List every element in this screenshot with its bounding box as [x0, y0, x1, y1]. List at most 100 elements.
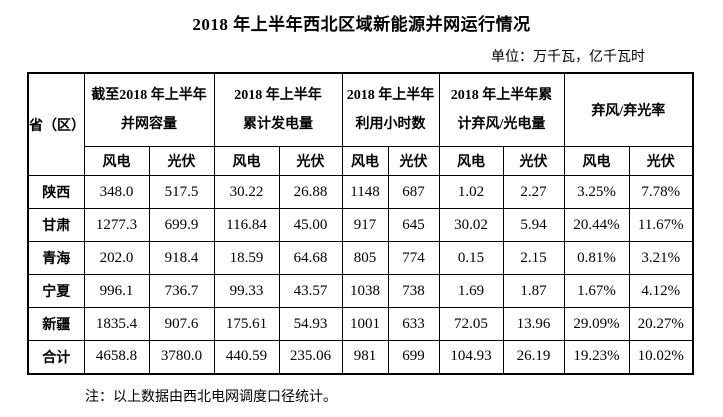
group-header-curtailed-energy: 2018 年上半年累 计弃风/光电量 — [438, 72, 565, 147]
cell-value: 54.93 — [278, 307, 343, 341]
cell-value: 981 — [341, 340, 389, 374]
group-header-line2: 并网容量 — [121, 117, 177, 132]
sub-header-solar: 光伏 — [502, 146, 565, 176]
sub-header-row: 风电 光伏 风电 光伏 风电 光伏 风电 光伏 风电 光伏 — [28, 146, 694, 176]
cell-value: 1.67% — [563, 274, 630, 308]
cell-value: 4.12% — [628, 274, 694, 308]
cell-value: 645 — [387, 208, 440, 242]
group-header-line2: 累计发电量 — [243, 117, 313, 132]
cell-value: 13.96 — [502, 307, 565, 341]
cell-value: 2.15 — [502, 241, 565, 275]
unit-note: 单位：万千瓦，亿千瓦时 — [491, 50, 645, 65]
cell-value: 29.09% — [563, 307, 630, 341]
cell-value: 1.87 — [502, 274, 565, 308]
cell-value: 699.9 — [148, 208, 215, 242]
cell-value: 633 — [387, 307, 440, 341]
page-title: 2018 年上半年西北区域新能源并网运行情况 — [192, 15, 531, 34]
sub-header-solar: 光伏 — [387, 146, 440, 176]
table-row-qinghai: 青海 202.0 918.4 18.59 64.68 805 774 0.15 … — [27, 241, 694, 275]
table-row-gansu: 甘肃 1277.3 699.9 116.84 45.00 917 645 30.… — [27, 208, 694, 242]
cell-value: 4658.8 — [83, 340, 150, 374]
cell-value: 10.02% — [628, 340, 694, 374]
sub-header-wind: 风电 — [563, 146, 630, 176]
sub-header-wind: 风电 — [83, 146, 150, 176]
cell-value: 1.69 — [438, 274, 504, 308]
cell-value: 11.67% — [628, 208, 694, 242]
cell-value: 1001 — [341, 307, 389, 341]
cell-value: 0.81% — [563, 241, 630, 275]
cell-value: 3780.0 — [148, 340, 215, 374]
cell-value: 917 — [341, 208, 389, 242]
cell-value: 20.27% — [628, 307, 694, 341]
sub-header-solar: 光伏 — [628, 146, 694, 176]
table-row-xinjiang: 新疆 1835.4 907.6 175.61 54.93 1001 633 72… — [27, 307, 694, 341]
group-header-cumulative-generation: 2018 年上半年 累计发电量 — [213, 72, 343, 147]
corner-header-province: 省（区） — [27, 72, 85, 176]
cell-value: 0.15 — [438, 241, 504, 275]
table-row-shaanxi: 陕西 348.0 517.5 30.22 26.88 1148 687 1.02… — [27, 175, 694, 209]
cell-value: 440.59 — [213, 340, 280, 374]
cell-value: 64.68 — [278, 241, 343, 275]
cell-value: 26.19 — [502, 340, 565, 374]
row-label: 甘肃 — [27, 208, 85, 242]
cell-value: 348.0 — [83, 175, 150, 209]
sub-header-solar: 光伏 — [148, 146, 215, 176]
cell-value: 996.1 — [83, 274, 150, 308]
cell-value: 116.84 — [213, 208, 280, 242]
cell-value: 517.5 — [148, 175, 215, 209]
cell-value: 43.57 — [278, 274, 343, 308]
cell-value: 45.00 — [278, 208, 343, 242]
cell-value: 18.59 — [213, 241, 280, 275]
group-header-line2: 利用小时数 — [355, 117, 426, 132]
energy-data-table: 省（区） 截至2018 年上半年 并网容量 2018 年上半年 累计发电量 20… — [27, 72, 695, 375]
cell-value: 2.27 — [502, 175, 565, 209]
table-row-ningxia: 宁夏 996.1 736.7 99.33 43.57 1038 738 1.69… — [27, 274, 694, 308]
cell-value: 738 — [387, 274, 440, 308]
group-header-row: 省（区） 截至2018 年上半年 并网容量 2018 年上半年 累计发电量 20… — [27, 72, 694, 176]
row-label: 新疆 — [27, 307, 85, 341]
cell-value: 20.44% — [563, 208, 630, 242]
group-header-line1: 2018 年上半年累 — [450, 88, 553, 103]
group-header-line1: 截至2018 年上半年 — [91, 88, 207, 103]
row-label: 青海 — [27, 241, 85, 275]
cell-value: 7.78% — [628, 175, 694, 209]
cell-value: 26.88 — [278, 175, 343, 209]
group-header-curtailment-rate: 弃风/弃光率 — [563, 72, 694, 147]
sub-header-wind: 风电 — [341, 146, 389, 176]
sub-header-wind: 风电 — [438, 146, 504, 176]
row-label: 宁夏 — [27, 274, 85, 308]
cell-value: 72.05 — [438, 307, 504, 341]
cell-value: 687 — [387, 175, 440, 209]
cell-value: 19.23% — [563, 340, 630, 374]
cell-value: 805 — [341, 241, 389, 275]
footnote: 注：以上数据由西北电网调度口径统计。 — [85, 389, 337, 405]
sub-header-wind: 风电 — [213, 146, 280, 176]
cell-value: 3.21% — [628, 241, 694, 275]
group-header-line2: 计弃风/光电量 — [457, 117, 546, 132]
group-header-line1: 2018 年上半年 — [346, 88, 435, 103]
cell-value: 104.93 — [438, 340, 504, 374]
table-row-total: 合计 4658.8 3780.0 440.59 235.06 981 699 1… — [27, 340, 694, 374]
cell-value: 175.61 — [213, 307, 280, 341]
cell-value: 30.22 — [213, 175, 280, 209]
cell-value: 1038 — [341, 274, 389, 308]
cell-value: 907.6 — [148, 307, 215, 341]
cell-value: 99.33 — [213, 274, 280, 308]
group-header-line1: 2018 年上半年 — [234, 88, 322, 103]
row-label: 陕西 — [27, 175, 85, 209]
cell-value: 1.02 — [438, 175, 504, 209]
cell-value: 5.94 — [502, 208, 565, 242]
sub-header-solar: 光伏 — [278, 146, 343, 176]
cell-value: 235.06 — [278, 340, 343, 374]
row-label-total: 合计 — [27, 340, 85, 374]
cell-value: 918.4 — [148, 241, 215, 275]
cell-value: 1835.4 — [83, 307, 150, 341]
cell-value: 736.7 — [148, 274, 215, 308]
cell-value: 1148 — [341, 175, 389, 209]
cell-value: 3.25% — [563, 175, 630, 209]
cell-value: 1277.3 — [83, 208, 150, 242]
cell-value: 202.0 — [83, 241, 150, 275]
cell-value: 699 — [387, 340, 440, 374]
group-header-grid-capacity: 截至2018 年上半年 并网容量 — [83, 72, 215, 147]
cell-value: 30.02 — [438, 208, 504, 242]
